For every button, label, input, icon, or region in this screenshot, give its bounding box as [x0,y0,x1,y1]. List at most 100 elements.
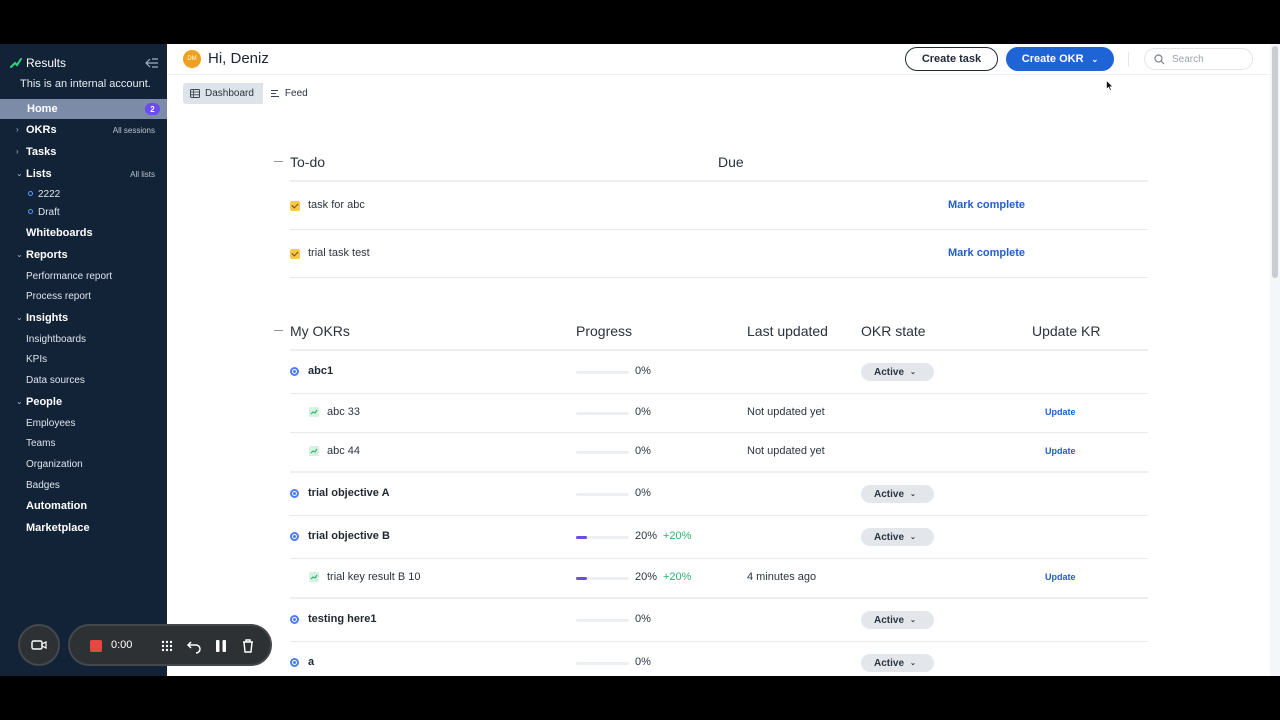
sidebar-item-people[interactable]: ⌄ People [0,392,167,412]
recorder-controls: 0:00 [68,624,272,666]
chevron-down-icon: ⌄ [910,660,916,667]
sidebar-item-lists[interactable]: ⌄ Lists All lists [0,164,167,184]
progress-percent: 0% [635,365,651,377]
all-sessions-link[interactable]: All sessions [112,125,155,135]
brand-name: Results [26,56,67,70]
sidebar-item-automation[interactable]: Automation [0,496,167,516]
divider [290,471,1148,473]
progress-delta: +20% [663,571,692,583]
feed-icon [270,90,279,97]
okr-state-dropdown[interactable]: Active ⌄ [861,363,934,381]
collapse-sidebar-icon[interactable] [144,55,160,71]
sidebar-item-label: Insightboards [26,333,87,345]
progress-percent: 0% [635,406,651,418]
progress-bar [576,451,629,454]
progress-percent: 0% [635,445,651,457]
chevron-down-icon: ⌄ [16,397,23,406]
sidebar-item-label: Badges [26,479,60,491]
progress-bar [576,577,629,580]
last-updated: Not updated yet [747,406,825,418]
search-input[interactable]: Search [1144,48,1253,70]
okr-state-dropdown[interactable]: Active ⌄ [861,528,934,546]
sidebar-item-data-sources[interactable]: Data sources [0,370,167,390]
mark-complete-button[interactable]: Mark complete [948,199,1026,211]
task-checkbox[interactable] [290,249,300,259]
sidebar-item-organization[interactable]: Organization [0,454,167,474]
key-result-name[interactable]: trial key result B 10 [327,571,421,583]
sidebar-item-tasks[interactable]: › Tasks [0,142,167,162]
sidebar-item-label: 2222 [38,188,61,200]
update-kr-button[interactable]: Update [1045,446,1076,456]
key-result-name[interactable]: abc 44 [327,445,361,457]
sidebar-item-teams[interactable]: Teams [0,433,167,453]
create-task-button[interactable]: Create task [905,47,998,71]
task-name[interactable]: task for abc [308,199,365,211]
sidebar-item-badges[interactable]: Badges [0,475,167,495]
key-result-icon [309,407,319,417]
sidebar-item-insights[interactable]: ⌄ Insights [0,308,167,328]
sidebar-item-whiteboards[interactable]: Whiteboards [0,223,167,243]
recording-timer: 0:00 [111,639,133,651]
sidebar-item-label: Marketplace [26,522,90,534]
sidebar-item-list-2222[interactable]: 2222 [0,184,167,204]
undo-icon[interactable] [186,638,202,654]
chevron-down-icon: ⌄ [16,169,23,178]
sidebar-item-okrs[interactable]: › OKRs All sessions [0,120,167,140]
sidebar-item-label: Data sources [26,374,85,386]
view-tabs: Dashboard Feed [183,83,317,104]
okr-state-dropdown[interactable]: Active ⌄ [861,654,934,672]
objective-name[interactable]: testing here1 [308,613,377,625]
tab-dashboard[interactable]: Dashboard [183,83,263,104]
progress-percent: 0% [635,487,651,499]
mark-complete-button[interactable]: Mark complete [948,247,1026,259]
objective-name[interactable]: abc1 [308,365,334,377]
okr-state-dropdown[interactable]: Active ⌄ [861,611,934,629]
divider [290,229,1148,230]
recorder-camera-button[interactable] [18,624,60,666]
progress-bar [576,493,629,496]
sidebar-item-reports[interactable]: ⌄ Reports [0,245,167,265]
scrollbar-thumb[interactable] [1272,46,1278,278]
sidebar-item-label: Home [27,103,58,115]
sidebar-item-employees[interactable]: Employees [0,413,167,433]
okr-state-dropdown[interactable]: Active ⌄ [861,485,934,503]
task-checkbox[interactable] [290,201,300,211]
sidebar-item-label: Employees [26,417,76,429]
sidebar-item-performance-report[interactable]: Performance report [0,266,167,286]
search-icon [1154,54,1165,65]
sidebar-item-marketplace[interactable]: Marketplace [0,518,167,538]
objective-name[interactable]: trial objective B [308,530,390,542]
update-kr-button[interactable]: Update [1045,572,1076,582]
sidebar-item-home[interactable]: Home 2 [0,99,167,119]
key-result-name[interactable]: abc 33 [327,406,361,418]
sidebar-item-process-report[interactable]: Process report [0,286,167,306]
avatar[interactable]: DM [183,50,201,68]
last-updated: 4 minutes ago [747,571,817,583]
objective-name[interactable]: a [308,656,315,668]
stop-recording-button[interactable] [90,640,102,652]
tab-feed[interactable]: Feed [263,83,317,104]
column-header-okr-state: OKR state [861,323,926,339]
objective-icon [290,367,299,376]
sidebar-item-label: Reports [26,249,68,261]
collapse-okrs-icon[interactable] [274,330,283,331]
divider [290,393,1148,394]
sidebar-item-label: Teams [26,437,56,449]
create-okr-button[interactable]: Create OKR ⌄ [1006,47,1114,71]
trash-icon[interactable] [240,638,256,654]
sidebar-item-label: Whiteboards [26,227,93,239]
task-name[interactable]: trial task test [308,247,370,259]
sidebar-item-kpis[interactable]: KPIs [0,349,167,369]
update-kr-button[interactable]: Update [1045,407,1076,417]
scrollbar[interactable] [1270,44,1280,676]
sidebar-item-insightboards[interactable]: Insightboards [0,329,167,349]
camera-icon [31,640,47,650]
collapse-todo-icon[interactable] [274,161,283,162]
objective-name[interactable]: trial objective A [308,487,390,499]
grid-icon[interactable] [159,638,175,654]
brand[interactable]: Results [10,54,160,72]
sidebar-item-list-draft[interactable]: Draft [0,202,167,222]
mouse-cursor-icon [1106,80,1114,91]
all-lists-link[interactable]: All lists [130,169,155,179]
pause-icon[interactable] [213,638,229,654]
